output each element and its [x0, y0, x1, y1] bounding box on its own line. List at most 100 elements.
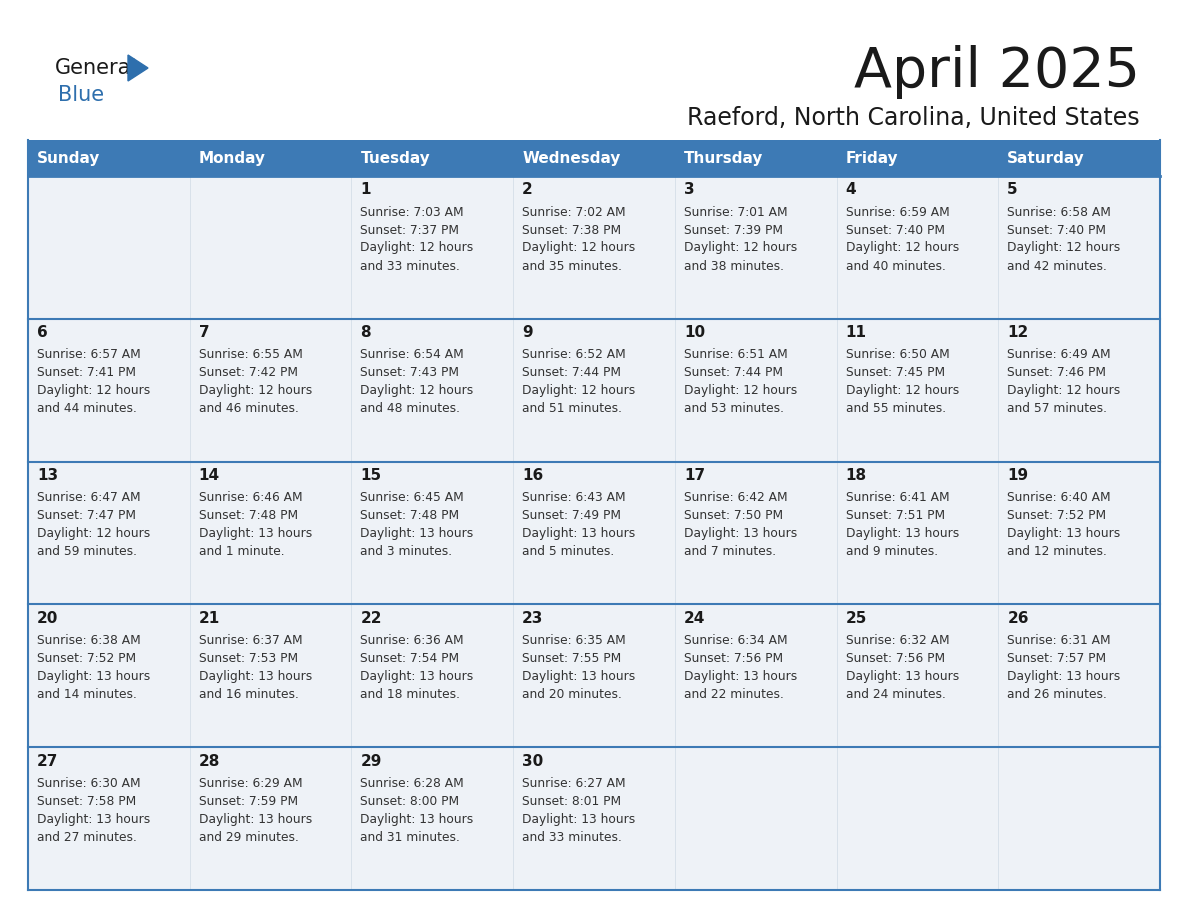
Text: Sunrise: 6:27 AM: Sunrise: 6:27 AM [523, 777, 626, 789]
Text: Sunset: 7:47 PM: Sunset: 7:47 PM [37, 509, 135, 522]
Bar [513, 319, 675, 462]
Text: and 35 minutes.: and 35 minutes. [523, 260, 623, 273]
Text: Daylight: 13 hours: Daylight: 13 hours [684, 527, 797, 540]
Text: Sunset: 7:56 PM: Sunset: 7:56 PM [684, 652, 783, 665]
Text: and 26 minutes.: and 26 minutes. [1007, 688, 1107, 701]
Text: and 29 minutes.: and 29 minutes. [198, 831, 298, 844]
Text: Daylight: 12 hours: Daylight: 12 hours [1007, 241, 1120, 254]
Text: Sunrise: 6:38 AM: Sunrise: 6:38 AM [37, 634, 140, 647]
Text: Daylight: 13 hours: Daylight: 13 hours [37, 670, 150, 683]
Text: Daylight: 13 hours: Daylight: 13 hours [523, 670, 636, 683]
Text: Sunrise: 6:41 AM: Sunrise: 6:41 AM [846, 491, 949, 504]
Text: and 12 minutes.: and 12 minutes. [1007, 545, 1107, 558]
Text: and 48 minutes.: and 48 minutes. [360, 402, 461, 415]
Text: and 22 minutes.: and 22 minutes. [684, 688, 784, 701]
Text: Sunrise: 6:36 AM: Sunrise: 6:36 AM [360, 634, 465, 647]
Text: Sunset: 7:37 PM: Sunset: 7:37 PM [360, 223, 460, 237]
Text: and 33 minutes.: and 33 minutes. [523, 831, 623, 844]
Text: and 16 minutes.: and 16 minutes. [198, 688, 298, 701]
Text: 2: 2 [523, 183, 533, 197]
Text: Sunset: 7:49 PM: Sunset: 7:49 PM [523, 509, 621, 522]
Text: Sunset: 7:46 PM: Sunset: 7:46 PM [1007, 366, 1106, 379]
Text: 15: 15 [360, 468, 381, 483]
Text: and 55 minutes.: and 55 minutes. [846, 402, 946, 415]
Text: and 20 minutes.: and 20 minutes. [523, 688, 623, 701]
Text: and 42 minutes.: and 42 minutes. [1007, 260, 1107, 273]
Text: Sunrise: 6:54 AM: Sunrise: 6:54 AM [360, 348, 465, 362]
Text: and 27 minutes.: and 27 minutes. [37, 831, 137, 844]
Text: Daylight: 13 hours: Daylight: 13 hours [198, 812, 312, 825]
Text: Sunrise: 6:47 AM: Sunrise: 6:47 AM [37, 491, 140, 504]
Bar [513, 140, 675, 176]
Text: Sunset: 7:59 PM: Sunset: 7:59 PM [198, 795, 298, 808]
Text: Sunrise: 6:31 AM: Sunrise: 6:31 AM [1007, 634, 1111, 647]
Text: 23: 23 [523, 610, 544, 626]
Bar [190, 319, 352, 462]
Text: Daylight: 13 hours: Daylight: 13 hours [360, 670, 474, 683]
Text: Sunset: 7:42 PM: Sunset: 7:42 PM [198, 366, 298, 379]
Text: Daylight: 12 hours: Daylight: 12 hours [523, 241, 636, 254]
Text: 27: 27 [37, 754, 58, 768]
Text: 22: 22 [360, 610, 381, 626]
Text: Sunday: Sunday [37, 151, 100, 165]
Bar [190, 747, 352, 890]
Text: Monday: Monday [198, 151, 266, 165]
Bar [352, 462, 513, 604]
Text: Sunrise: 6:52 AM: Sunrise: 6:52 AM [523, 348, 626, 362]
Text: and 51 minutes.: and 51 minutes. [523, 402, 623, 415]
Bar [675, 604, 836, 747]
Bar [29, 319, 190, 462]
Text: Sunrise: 6:35 AM: Sunrise: 6:35 AM [523, 634, 626, 647]
Bar [190, 462, 352, 604]
Text: Daylight: 12 hours: Daylight: 12 hours [37, 385, 150, 397]
Text: Sunset: 7:45 PM: Sunset: 7:45 PM [846, 366, 944, 379]
Text: Sunset: 7:44 PM: Sunset: 7:44 PM [684, 366, 783, 379]
Text: Daylight: 12 hours: Daylight: 12 hours [37, 527, 150, 540]
Text: 7: 7 [198, 325, 209, 341]
Text: Daylight: 13 hours: Daylight: 13 hours [523, 812, 636, 825]
Text: 14: 14 [198, 468, 220, 483]
Text: Thursday: Thursday [684, 151, 763, 165]
Text: 4: 4 [846, 183, 857, 197]
Text: Sunset: 7:53 PM: Sunset: 7:53 PM [198, 652, 298, 665]
Text: Sunset: 7:40 PM: Sunset: 7:40 PM [1007, 223, 1106, 237]
Text: Sunrise: 6:32 AM: Sunrise: 6:32 AM [846, 634, 949, 647]
Text: Sunrise: 6:46 AM: Sunrise: 6:46 AM [198, 491, 302, 504]
Text: Sunset: 7:41 PM: Sunset: 7:41 PM [37, 366, 135, 379]
Text: 17: 17 [684, 468, 704, 483]
Text: April 2025: April 2025 [854, 45, 1140, 99]
Bar [190, 604, 352, 747]
Bar [190, 176, 352, 319]
Text: and 46 minutes.: and 46 minutes. [198, 402, 298, 415]
Text: Sunrise: 6:30 AM: Sunrise: 6:30 AM [37, 777, 140, 789]
Bar [998, 604, 1159, 747]
Bar [836, 319, 998, 462]
Bar [998, 176, 1159, 319]
Bar [513, 176, 675, 319]
Text: 26: 26 [1007, 610, 1029, 626]
Text: Daylight: 13 hours: Daylight: 13 hours [37, 812, 150, 825]
Text: Sunset: 7:54 PM: Sunset: 7:54 PM [360, 652, 460, 665]
Text: and 38 minutes.: and 38 minutes. [684, 260, 784, 273]
Text: Sunset: 7:51 PM: Sunset: 7:51 PM [846, 509, 944, 522]
Text: Sunrise: 6:34 AM: Sunrise: 6:34 AM [684, 634, 788, 647]
Text: Daylight: 12 hours: Daylight: 12 hours [360, 385, 474, 397]
Bar [836, 140, 998, 176]
Text: Daylight: 12 hours: Daylight: 12 hours [846, 385, 959, 397]
Bar [513, 747, 675, 890]
Bar [513, 604, 675, 747]
Text: and 33 minutes.: and 33 minutes. [360, 260, 460, 273]
Text: 10: 10 [684, 325, 704, 341]
Text: Sunrise: 6:28 AM: Sunrise: 6:28 AM [360, 777, 465, 789]
Text: Sunset: 7:40 PM: Sunset: 7:40 PM [846, 223, 944, 237]
Text: Sunrise: 6:40 AM: Sunrise: 6:40 AM [1007, 491, 1111, 504]
Text: Sunset: 8:01 PM: Sunset: 8:01 PM [523, 795, 621, 808]
Bar [190, 140, 352, 176]
Bar [836, 176, 998, 319]
Text: 28: 28 [198, 754, 220, 768]
Text: Daylight: 12 hours: Daylight: 12 hours [360, 241, 474, 254]
Text: Sunrise: 6:37 AM: Sunrise: 6:37 AM [198, 634, 302, 647]
Text: Sunrise: 6:29 AM: Sunrise: 6:29 AM [198, 777, 302, 789]
Text: 20: 20 [37, 610, 58, 626]
Text: Daylight: 12 hours: Daylight: 12 hours [846, 241, 959, 254]
